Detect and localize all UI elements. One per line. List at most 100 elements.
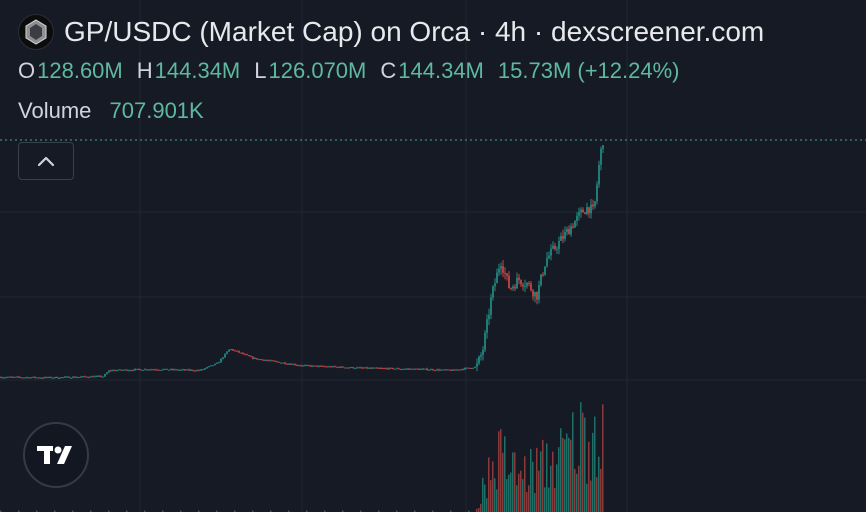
volume-bar (518, 473, 520, 512)
candle-body (578, 212, 580, 216)
volume-bar (582, 412, 584, 512)
candle-body (100, 375, 102, 377)
candle-body (266, 360, 268, 362)
candle-body (470, 367, 472, 369)
candle-body (76, 377, 78, 379)
candle-body (68, 376, 70, 378)
candle-body (432, 369, 434, 371)
candle-body (522, 284, 524, 287)
candle-body (112, 370, 114, 372)
candle-body (358, 367, 360, 369)
volume-bar (570, 439, 572, 512)
candle-body (476, 363, 478, 367)
candle-body (448, 369, 450, 371)
candle-body (402, 369, 404, 371)
candle-body (204, 368, 206, 370)
candle-body (556, 248, 558, 250)
volume-bar (504, 436, 506, 512)
candle-body (260, 359, 262, 361)
candle-body (416, 368, 418, 370)
volume-bar (342, 510, 344, 512)
candle-body (322, 365, 324, 367)
candle-body (36, 377, 38, 379)
candle-body (186, 369, 188, 371)
candle-body (504, 272, 506, 274)
candle-body (450, 370, 452, 372)
volume-bar (566, 433, 568, 512)
candle-body (46, 377, 48, 379)
candle-body (508, 275, 510, 289)
candle-body (330, 366, 332, 368)
candle-body (496, 272, 498, 284)
candle-body (488, 314, 490, 320)
candle-body (292, 364, 294, 366)
candle-body (360, 367, 362, 369)
candle-body (318, 365, 320, 367)
candle-body (166, 368, 168, 370)
candle-body (50, 376, 52, 378)
candle-body (524, 285, 526, 287)
candle-body (274, 360, 276, 362)
candle-body (84, 376, 86, 378)
candle-body (596, 184, 598, 202)
volume-bar (550, 465, 552, 512)
candle-body (104, 374, 106, 377)
volume-bar (506, 478, 508, 512)
candle-body (40, 377, 42, 379)
candle-body (276, 361, 278, 363)
candle-body (566, 228, 568, 232)
candle-body (464, 367, 466, 370)
candle-body (232, 349, 234, 351)
volume-bar (562, 437, 564, 512)
candle-body (468, 367, 470, 369)
candle-body (538, 285, 540, 300)
volume-bar (126, 510, 128, 512)
candle-body (602, 145, 604, 149)
candle-body (516, 277, 518, 289)
candle-body (162, 369, 164, 371)
candle-body (594, 201, 596, 207)
candle-body (494, 283, 496, 287)
volume-value: 707.901K (109, 98, 204, 123)
candle-body (548, 255, 550, 259)
candle-body (366, 367, 368, 369)
candle-body (336, 366, 338, 368)
candle-body (384, 368, 386, 370)
candle-body (270, 360, 272, 362)
volume-bar (534, 493, 536, 512)
candle-body (248, 355, 250, 357)
candle-body (428, 369, 430, 371)
candle-body (534, 291, 536, 297)
candle-body (514, 286, 516, 289)
volume-bar (484, 484, 486, 512)
collapse-legend-button[interactable] (18, 142, 74, 180)
candle-body (272, 360, 274, 362)
candle-body (354, 368, 356, 370)
candle-body (184, 369, 186, 371)
volume-bar (576, 473, 578, 512)
candle-body (106, 372, 108, 375)
candle-body (110, 370, 112, 372)
candle-body (160, 369, 162, 371)
candle-body (218, 362, 220, 364)
candle-body (380, 368, 382, 370)
volume-bar (144, 510, 146, 512)
candle-body (148, 369, 150, 371)
volume-bar (578, 465, 580, 512)
tradingview-logo-icon[interactable] (23, 422, 89, 488)
volume-bar (510, 472, 512, 512)
candle-body (326, 366, 328, 368)
candle-body (316, 365, 318, 367)
candle-body (584, 212, 586, 215)
volume-bar (530, 448, 532, 512)
candle-body (444, 369, 446, 371)
volume-bar (306, 510, 308, 512)
price-candles (0, 144, 604, 379)
candle-body (550, 248, 552, 256)
volume-bar (564, 439, 566, 512)
candle-body (156, 369, 158, 371)
candle-body (176, 369, 178, 371)
candle-body (442, 369, 444, 371)
